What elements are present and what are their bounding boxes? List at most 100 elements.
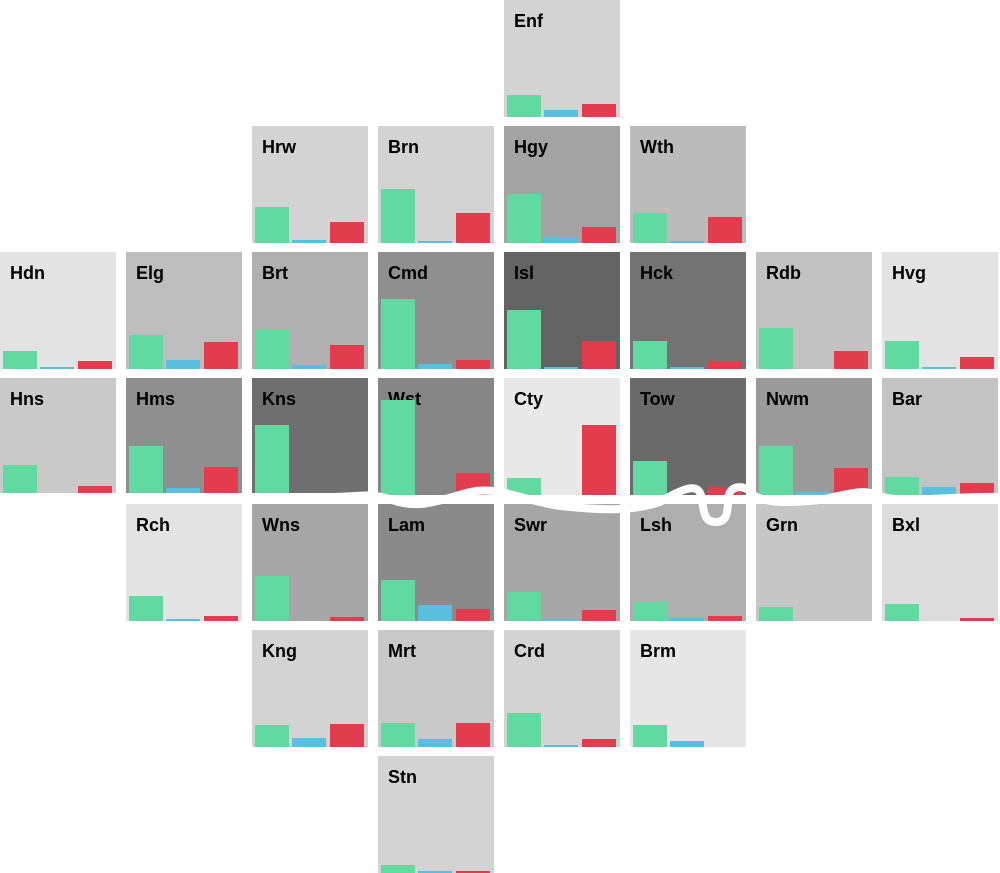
bar-series2 bbox=[418, 241, 452, 243]
tile-lam: Lam bbox=[378, 504, 494, 621]
bar-series1 bbox=[759, 607, 793, 621]
bar-series1 bbox=[507, 713, 541, 747]
tile-bxl: Bxl bbox=[882, 504, 998, 621]
tile-hns: Hns bbox=[0, 378, 116, 495]
bar-series3 bbox=[204, 616, 238, 621]
bar-series3 bbox=[708, 616, 742, 621]
bar-series1 bbox=[759, 328, 793, 369]
bar-series3 bbox=[456, 723, 490, 747]
bar-series1 bbox=[507, 194, 541, 243]
tile-hgy: Hgy bbox=[504, 126, 620, 243]
bar-series2 bbox=[796, 492, 830, 495]
bar-series3 bbox=[708, 487, 742, 495]
tile-brm: Brm bbox=[630, 630, 746, 747]
tile-label: Hck bbox=[640, 263, 674, 283]
tile-kng: Kng bbox=[252, 630, 368, 747]
bar-series2 bbox=[922, 487, 956, 495]
tile-label: Hns bbox=[10, 389, 45, 409]
bar-series1 bbox=[633, 341, 667, 369]
bar-series2 bbox=[166, 360, 200, 369]
tile-mrt: Mrt bbox=[378, 630, 494, 747]
tile-label: Isl bbox=[514, 263, 535, 283]
bar-series1 bbox=[507, 592, 541, 621]
tile-rdb: Rdb bbox=[756, 252, 872, 369]
tile-label: Cty bbox=[514, 389, 544, 409]
bar-series3 bbox=[582, 425, 616, 495]
bar-series1 bbox=[381, 580, 415, 621]
tile-stn: Stn bbox=[378, 756, 494, 873]
tile-label: Rch bbox=[136, 515, 171, 535]
tile-hrw: Hrw bbox=[252, 126, 368, 243]
bar-series3 bbox=[834, 351, 868, 369]
bar-series3 bbox=[456, 473, 490, 495]
tile-enf: Enf bbox=[504, 0, 620, 117]
bar-series3 bbox=[960, 618, 994, 621]
tile-cmd: Cmd bbox=[378, 252, 494, 369]
tile-label: Mrt bbox=[388, 641, 416, 661]
tile-label: Tow bbox=[640, 389, 675, 409]
bar-series3 bbox=[204, 342, 238, 369]
bar-series1 bbox=[255, 576, 289, 621]
bar-series1 bbox=[3, 465, 37, 495]
tile-label: Brm bbox=[640, 641, 677, 661]
bar-series3 bbox=[330, 345, 364, 369]
bar-series3 bbox=[204, 467, 238, 495]
bar-series1 bbox=[507, 478, 541, 495]
bar-series3 bbox=[330, 724, 364, 747]
bar-series2 bbox=[670, 618, 704, 621]
bar-series3 bbox=[582, 227, 616, 243]
tile-label: Enf bbox=[514, 11, 543, 31]
bar-series2 bbox=[418, 605, 452, 621]
tile-label: Lsh bbox=[640, 515, 673, 535]
bar-series2 bbox=[292, 240, 326, 243]
bar-series1 bbox=[507, 310, 541, 369]
bar-series1 bbox=[381, 723, 415, 747]
tile-label: Swr bbox=[514, 515, 548, 535]
bar-series2 bbox=[670, 741, 704, 747]
tile-wns: Wns bbox=[252, 504, 368, 621]
bar-series2 bbox=[40, 493, 74, 495]
tile-wst: Wst bbox=[378, 378, 494, 495]
tile-isl: Isl bbox=[504, 252, 620, 369]
tile-kns: Kns bbox=[252, 378, 368, 495]
tile-label: Hms bbox=[136, 389, 176, 409]
tile-brn: Brn bbox=[378, 126, 494, 243]
tile-label: Brn bbox=[388, 137, 419, 157]
bar-series2 bbox=[166, 619, 200, 621]
bar-series1 bbox=[129, 446, 163, 495]
bar-series3 bbox=[582, 739, 616, 747]
bar-series2 bbox=[544, 237, 578, 243]
bar-series1 bbox=[507, 95, 541, 117]
bar-series1 bbox=[381, 400, 415, 495]
tile-grn: Grn bbox=[756, 504, 872, 621]
bar-series2 bbox=[418, 364, 452, 369]
bar-series1 bbox=[255, 207, 289, 243]
tile-label: Hdn bbox=[10, 263, 45, 283]
bar-series2 bbox=[166, 488, 200, 495]
tile-cty: Cty bbox=[504, 378, 620, 495]
bar-series1 bbox=[885, 477, 919, 495]
bar-series3 bbox=[708, 361, 742, 369]
tile-label: Wns bbox=[262, 515, 300, 535]
tile-wth: Wth bbox=[630, 126, 746, 243]
bar-series3 bbox=[456, 213, 490, 243]
tile-label: Hrw bbox=[262, 137, 297, 157]
bar-series3 bbox=[582, 341, 616, 369]
bar-series2 bbox=[922, 367, 956, 369]
bar-series3 bbox=[834, 468, 868, 495]
bar-series3 bbox=[960, 483, 994, 495]
tile-label: Bar bbox=[892, 389, 923, 409]
bar-series3 bbox=[456, 609, 490, 621]
bar-series3 bbox=[960, 357, 994, 369]
bar-series3 bbox=[78, 361, 112, 369]
bar-series1 bbox=[633, 602, 667, 621]
tile-lsh: Lsh bbox=[630, 504, 746, 621]
bar-series1 bbox=[3, 351, 37, 369]
tile-label: Grn bbox=[766, 515, 799, 535]
tile-rch: Rch bbox=[126, 504, 242, 621]
tile-label: Rdb bbox=[766, 263, 801, 283]
tile-swr: Swr bbox=[504, 504, 620, 621]
tile-label: Stn bbox=[388, 767, 417, 787]
tile-hdn: Hdn bbox=[0, 252, 116, 369]
tile-crd: Crd bbox=[504, 630, 620, 747]
